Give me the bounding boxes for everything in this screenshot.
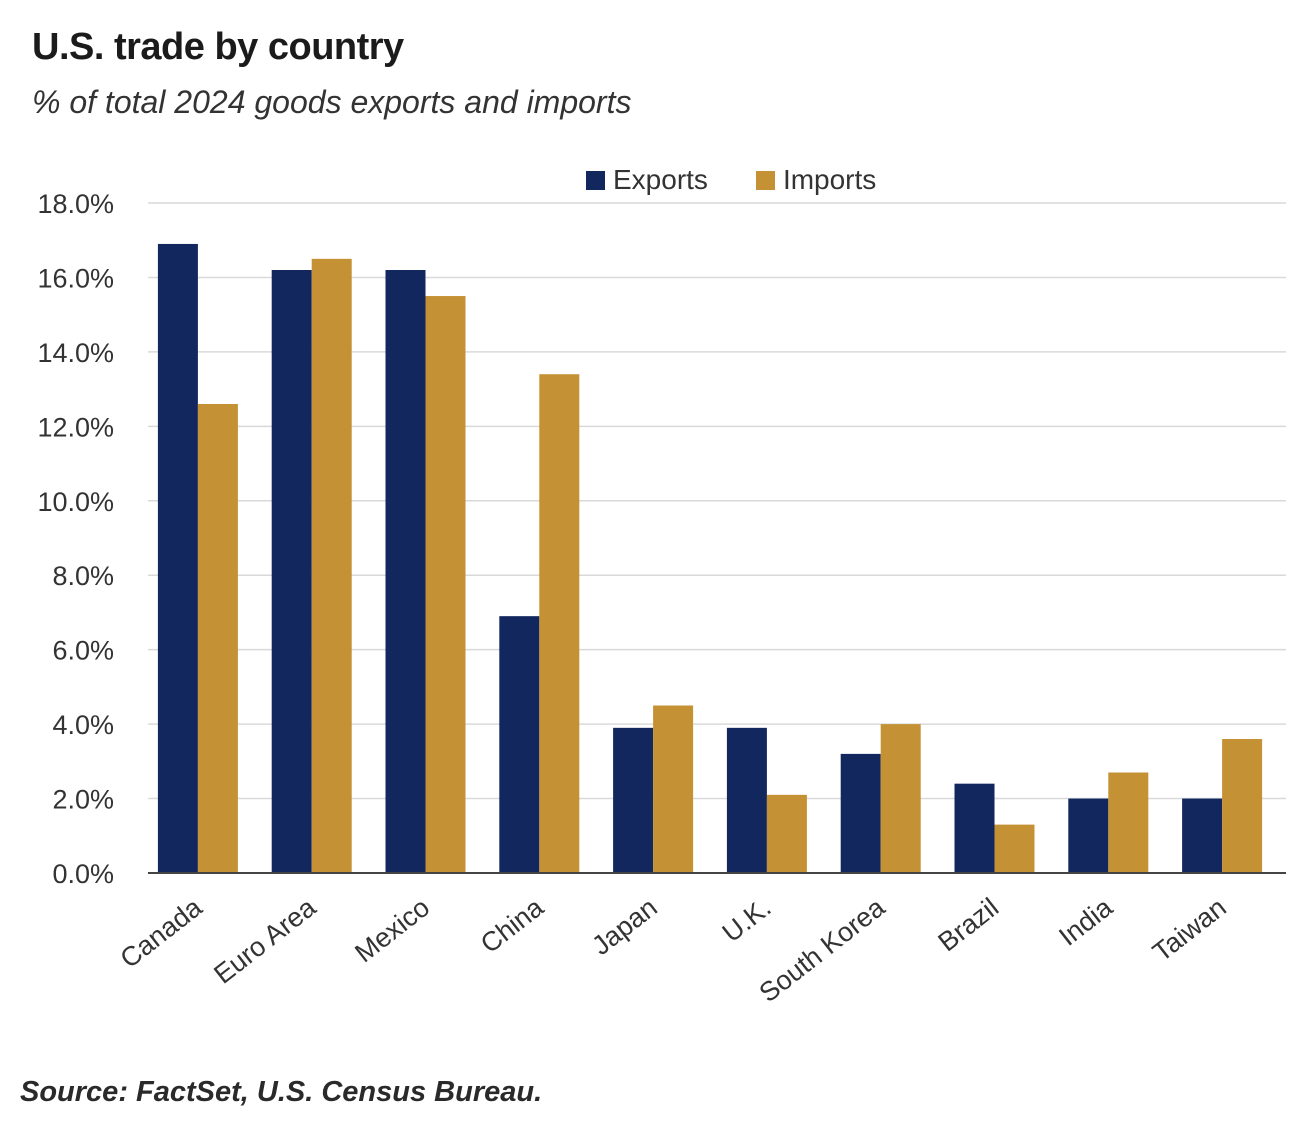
x-tick-label: Mexico (349, 892, 435, 968)
chart-source: Source: FactSet, U.S. Census Bureau. (20, 1076, 543, 1108)
y-tick-label: 18.0% (37, 189, 114, 219)
y-tick-label: 16.0% (37, 263, 114, 293)
chart-subtitle: % of total 2024 goods exports and import… (32, 84, 632, 120)
chart-title: U.S. trade by country (32, 26, 404, 68)
bar-imports (425, 296, 466, 873)
bar-exports (726, 727, 767, 873)
x-tick-label: Taiwan (1147, 892, 1232, 967)
bar-exports (271, 270, 312, 873)
bar-exports (499, 616, 540, 873)
bar-exports (385, 270, 426, 873)
bar-imports (539, 374, 580, 873)
bar-exports (840, 753, 881, 873)
bar-imports (766, 794, 807, 873)
x-tick-label: Brazil (933, 892, 1005, 957)
chart-legend: Exports Imports (586, 164, 924, 196)
bar-imports (197, 404, 238, 873)
legend-swatch-exports (586, 170, 605, 190)
legend-label-exports: Exports (613, 164, 708, 195)
y-tick-label: 8.0% (52, 561, 114, 591)
legend-label-imports: Imports (782, 164, 877, 195)
legend-swatch-imports (755, 170, 775, 190)
bar-imports (1222, 739, 1263, 873)
x-tick-label: Euro Area (208, 891, 322, 989)
bar-exports (954, 783, 995, 873)
bar-exports (157, 243, 198, 873)
bar-exports (613, 727, 654, 873)
y-tick-label: 12.0% (37, 412, 114, 442)
y-tick-label: 4.0% (52, 710, 114, 740)
bar-imports (994, 824, 1035, 873)
x-tick-label: India (1053, 891, 1118, 951)
bar-exports (1068, 798, 1109, 873)
x-tick-label: South Korea (754, 891, 892, 1008)
bar-imports (880, 724, 921, 873)
y-tick-label: 0.0% (52, 859, 114, 889)
bar-imports (311, 258, 352, 873)
x-tick-label: Japan (586, 892, 662, 961)
y-tick-label: 10.0% (37, 487, 114, 517)
x-tick-label: U.K. (717, 892, 777, 948)
bar-exports (1182, 798, 1223, 873)
legend-item-exports: Exports (586, 164, 708, 196)
legend-item-imports: Imports (755, 164, 877, 196)
y-tick-label: 14.0% (37, 338, 114, 368)
bar-imports (1108, 772, 1149, 873)
y-tick-label: 2.0% (52, 785, 114, 815)
y-tick-label: 6.0% (52, 636, 114, 666)
bar-imports (653, 705, 694, 873)
x-tick-label: China (475, 891, 550, 959)
x-tick-label: Canada (115, 891, 209, 973)
